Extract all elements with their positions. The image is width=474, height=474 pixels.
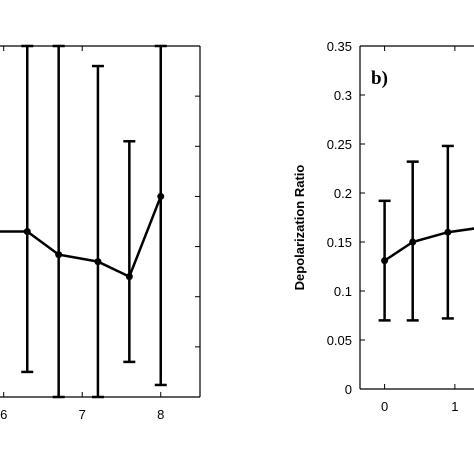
- y-tick-label: 0.2: [334, 186, 352, 201]
- y-tick-label: 0.25: [327, 137, 352, 152]
- data-point: [157, 192, 165, 200]
- data-point: [409, 238, 417, 246]
- y-tick-label: 0.35: [327, 39, 352, 54]
- x-tick-label: 1: [451, 399, 458, 414]
- right-panel: 0 1 0 0.05 0.1 0.15 0.2 0.25 0.3 0.35 b) Depolariza…: [292, 39, 474, 414]
- left-panel: 6 7 8: [0, 44, 201, 422]
- x-tick-label: 8: [157, 407, 164, 422]
- data-point: [23, 228, 31, 236]
- data-point: [381, 257, 389, 265]
- y-tick-label: 0: [345, 382, 352, 397]
- series-line: [383, 227, 474, 262]
- y-tick-label: 0.1: [334, 284, 352, 299]
- series-line: [0, 195, 162, 279]
- data-point: [125, 273, 133, 281]
- data-point: [444, 228, 452, 236]
- x-tick-label: 6: [0, 407, 7, 422]
- y-tick-label: 0.05: [327, 333, 352, 348]
- data-point: [55, 251, 63, 259]
- y-tick-label: 0.3: [334, 88, 352, 103]
- y-axis-label: Depolarization Ratio: [292, 165, 307, 291]
- y-tick-label: 0.15: [327, 235, 352, 250]
- x-tick-label: 0: [381, 399, 388, 414]
- data-point: [94, 258, 102, 266]
- panel-label: b): [371, 68, 388, 89]
- x-tick-label: 7: [79, 407, 86, 422]
